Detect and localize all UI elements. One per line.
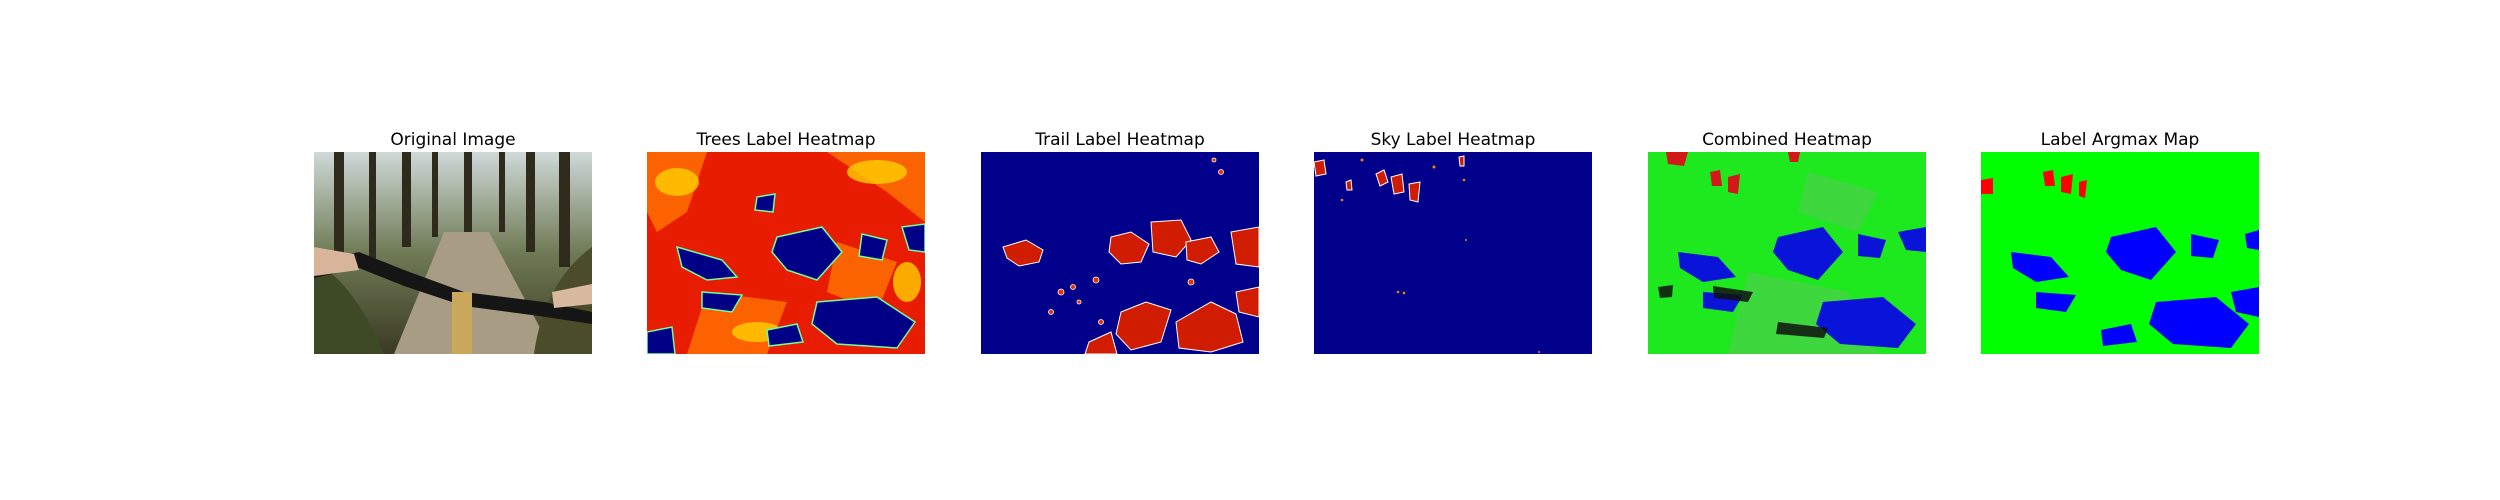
panel-trail-heatmap: Trail Label Heatmap [981,128,1259,354]
panel-title-trees: Trees Label Heatmap [696,130,876,150]
panel-combined-heatmap: Combined Heatmap [1648,128,1926,354]
panel-title-original: Original Image [390,130,516,150]
panel-title-argmax: Label Argmax Map [2040,130,2200,150]
argmax-map [1981,152,2259,354]
panel-title-combined: Combined Heatmap [1702,130,1872,150]
panel-argmax-map: Label Argmax Map [1981,128,2259,354]
original-image [314,152,592,354]
panel-original-image: Original Image [314,128,592,354]
combined-heatmap [1648,152,1926,354]
sky-heatmap [1314,152,1592,354]
trail-heatmap [981,152,1259,354]
trees-heatmap [647,152,925,354]
panel-title-sky: Sky Label Heatmap [1370,130,1536,150]
panel-trees-heatmap: Trees Label Heatmap [647,128,925,354]
panel-sky-heatmap: Sky Label Heatmap [1314,128,1592,354]
panel-title-trail: Trail Label Heatmap [1035,130,1205,150]
